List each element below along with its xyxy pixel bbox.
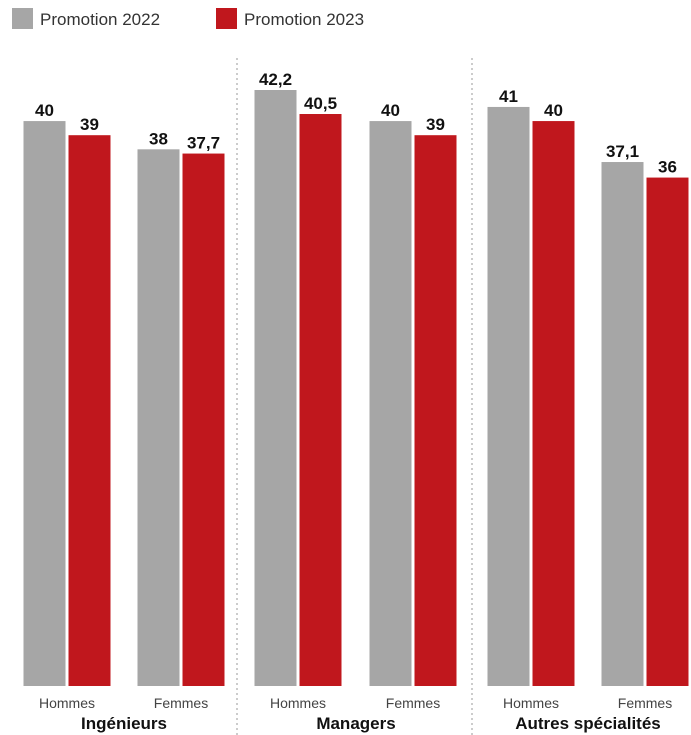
bar-2022-6 [601, 162, 644, 686]
legend-swatch-promotion-2023 [216, 8, 237, 29]
group-label-1: Ingénieurs [81, 714, 167, 733]
value-label-2023-5: 40 [544, 101, 563, 120]
group-labels: Ingénieurs Managers Autres spécialités [81, 714, 661, 733]
value-label-2023-3: 40,5 [304, 94, 337, 113]
value-label-2023-4: 39 [426, 115, 445, 134]
category-labels: Hommes Femmes Hommes Femmes Hommes Femmes [39, 695, 672, 711]
bar-2022-3 [254, 90, 297, 686]
value-label-2022-5: 41 [499, 87, 518, 106]
bars [23, 90, 689, 687]
category-label-3: Hommes [270, 695, 326, 711]
category-label-2: Femmes [154, 695, 208, 711]
group-label-3: Autres spécialités [515, 714, 661, 733]
group-label-2: Managers [316, 714, 395, 733]
legend-label-promotion-2022: Promotion 2022 [40, 10, 160, 29]
value-label-2022-3: 42,2 [259, 70, 292, 89]
category-label-1: Hommes [39, 695, 95, 711]
bar-2022-4 [369, 121, 412, 686]
bar-2023-4 [414, 135, 457, 686]
bar-2022-2 [137, 149, 180, 687]
bar-2023-1 [68, 135, 111, 686]
value-label-2023-6: 36 [658, 158, 677, 177]
value-label-2022-2: 38 [149, 129, 168, 148]
bar-2023-6 [646, 177, 689, 687]
value-label-2023-2: 37,7 [187, 134, 220, 153]
value-label-2022-1: 40 [35, 101, 54, 120]
category-label-5: Hommes [503, 695, 559, 711]
value-label-2023-1: 39 [80, 115, 99, 134]
legend-label-promotion-2023: Promotion 2023 [244, 10, 364, 29]
legend: Promotion 2022 Promotion 2023 [12, 8, 364, 29]
bar-2023-2 [182, 153, 225, 686]
bar-2022-5 [487, 106, 530, 686]
bar-2023-5 [532, 121, 575, 686]
value-labels: 40 39 38 37,7 42,2 40,5 40 39 41 40 37,1 36 [35, 70, 677, 177]
value-label-2022-4: 40 [381, 101, 400, 120]
bar-2023-3 [299, 114, 342, 687]
category-label-6: Femmes [618, 695, 672, 711]
category-label-4: Femmes [386, 695, 440, 711]
legend-swatch-promotion-2022 [12, 8, 33, 29]
bar-2022-1 [23, 121, 66, 686]
value-label-2022-6: 37,1 [606, 142, 639, 161]
